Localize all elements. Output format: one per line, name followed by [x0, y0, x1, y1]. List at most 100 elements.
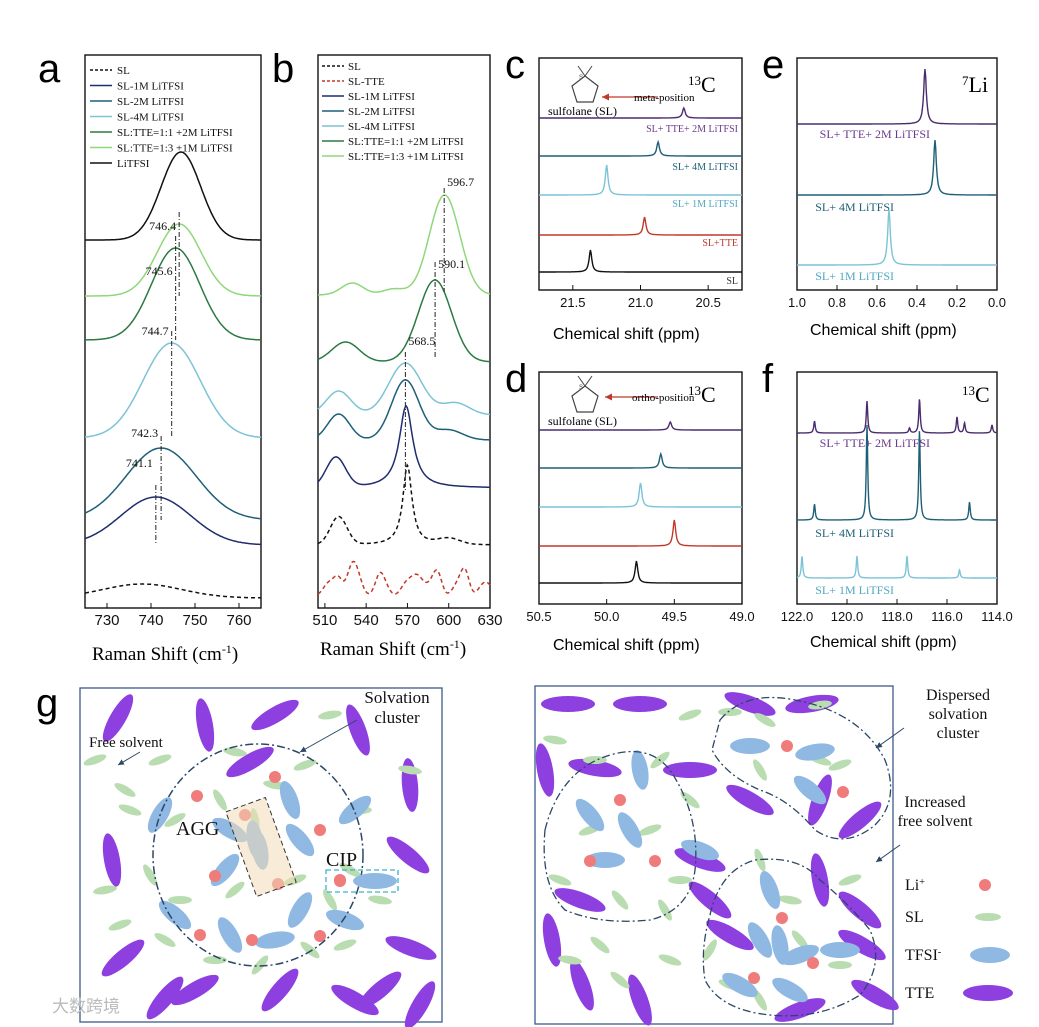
- panel-b-traces: [317, 194, 491, 595]
- panel-letter-a: a: [38, 47, 61, 91]
- sl-molecule: [680, 791, 700, 809]
- sl-molecule: [718, 708, 742, 716]
- sl-molecule: [93, 885, 117, 895]
- tfsi-molecule: [747, 922, 773, 958]
- panel-b-frame: [317, 54, 491, 609]
- tte-molecule: [674, 848, 726, 872]
- li-ion: [194, 929, 206, 941]
- panel-letter-f: f: [762, 357, 774, 401]
- tfsi-molecule: [279, 781, 301, 819]
- panel-b-x-ticks: 510 540 570 600 630: [312, 603, 503, 629]
- panel-c-trace-label: SL+ 1M LiTFSI: [672, 199, 738, 210]
- li-ion: [584, 855, 596, 867]
- panel-e-x-ticks: 1.0 0.8 0.6 0.4 0.2 0.0: [788, 285, 1006, 310]
- panel-letter-d: d: [505, 357, 527, 401]
- panel-a-tick-label: 750: [182, 612, 207, 629]
- dispersed-cluster-boundary-1: [543, 750, 697, 922]
- panel-b-legend: SL SL-TTE SL-1M LiTFSI SL-2M LiTFSI SL-4M Li…: [322, 61, 464, 163]
- sl-molecule: [611, 890, 629, 910]
- panel-f-traces: SL+ TTE+ 2M LiTFSI SL+ 4M LiTFSI SL+ 1M Li…: [796, 399, 997, 597]
- panel-a-series-3: [84, 342, 262, 439]
- dispersed-cluster-boundary-0: [711, 696, 892, 840]
- panel-a-series-6: [85, 151, 261, 241]
- svg-text:S: S: [579, 75, 583, 81]
- sulfolane-structure-icon: S: [571, 375, 599, 413]
- panel-f-tick-label: 116.0: [931, 609, 963, 624]
- panel-c-trace-label: SL+ TTE+ 2M LiTFSI: [646, 124, 738, 135]
- tfsi-molecule: [255, 931, 295, 949]
- panel-e-trace-2: [797, 209, 997, 266]
- schematic-left-frame: [79, 687, 443, 1023]
- increased-free-solvent-label: Increased: [904, 794, 965, 811]
- li-ion: [334, 875, 346, 887]
- panel-f-x-ticks: 122.0 120.0 118.0 116.0 114.0: [781, 599, 1013, 624]
- legend-tfsi-icon: [970, 947, 1010, 963]
- sl-molecule: [318, 710, 342, 720]
- tfsi-molecule: [353, 873, 397, 889]
- panel-a: SL SL-1M LiTFSI SL-2M LiTFSI SL-4M LiTFSI SL…: [84, 54, 262, 665]
- tte-molecule: [838, 891, 882, 929]
- panel-b-legend-label: SL:TTE=1:1 +2M LiTFSI: [348, 136, 464, 148]
- sl-molecule: [108, 919, 132, 931]
- panel-d-frame: [538, 371, 743, 605]
- panel-c-trace-label: SL+ 4M LiTFSI: [672, 162, 738, 173]
- panel-b-legend-label: SL-2M LiTFSI: [348, 106, 415, 118]
- panel-f: SL+ TTE+ 2M LiTFSI SL+ 4M LiTFSI SL+ 1M Li…: [781, 371, 1013, 651]
- li-ion: [269, 771, 281, 783]
- panel-b-tick-label: 600: [436, 612, 461, 629]
- panel-c-nucleus: 13C: [688, 72, 716, 97]
- panel-a-series-5: [85, 223, 261, 297]
- panel-c-xlabel: Chemical shift (ppm): [553, 326, 700, 343]
- agg-box: [225, 796, 297, 898]
- tfsi-molecule: [575, 798, 605, 832]
- li-ion: [781, 740, 793, 752]
- li-ion: [314, 824, 326, 836]
- panel-a-legend-label: LiTFSI: [117, 158, 150, 170]
- panel-b-series-1-1: [317, 279, 491, 363]
- sl-molecule: [838, 874, 862, 886]
- panel-b-tick-label: 510: [312, 612, 337, 629]
- li-ion: [807, 957, 819, 969]
- panel-a-legend-label: SL-2M LiTFSI: [117, 96, 184, 108]
- tfsi-molecule: [820, 942, 860, 958]
- sl-molecule: [678, 709, 702, 721]
- panel-f-trace-label: SL+ 1M LiTFSI: [815, 583, 894, 597]
- tte-molecule: [688, 881, 732, 919]
- panel-d: 50.5 50.0 49.5 49.0 13C S sulfolane (SL) or…: [526, 371, 755, 654]
- sl-molecule: [583, 756, 607, 764]
- tfsi-molecule: [326, 909, 364, 931]
- panel-a-peak-label: 746.4: [149, 219, 176, 233]
- sl-molecule: [610, 971, 630, 989]
- panel-a-legend-label: SL: [117, 65, 130, 77]
- tte-molecule: [358, 971, 402, 1009]
- tte-molecule: [724, 692, 776, 716]
- li-ion: [776, 912, 788, 924]
- sl-molecule: [778, 895, 802, 905]
- sl-molecule: [808, 700, 832, 710]
- panel-c-molecule-label: sulfolane (SL): [548, 104, 617, 118]
- panel-b-peak-label: 596.7: [447, 175, 474, 189]
- dispersed-cluster-label: cluster: [937, 725, 980, 742]
- panel-c-tick-label: 21.0: [628, 295, 653, 310]
- panel-f-trace-2: [796, 555, 997, 579]
- panel-a-legend: SL SL-1M LiTFSI SL-2M LiTFSI SL-4M LiTFSI SL…: [90, 65, 233, 170]
- sl-molecule: [828, 961, 852, 969]
- sl-molecule: [300, 941, 320, 959]
- sl-molecule: [148, 754, 172, 766]
- tfsi-molecule: [631, 750, 649, 790]
- sl-molecule: [658, 899, 672, 921]
- tfsi-molecule: [795, 743, 835, 761]
- panel-b-legend-label: SL-4M LiTFSI: [348, 121, 415, 133]
- tfsi-molecule: [338, 795, 372, 825]
- panel-e-xlabel: Chemical shift (ppm): [810, 322, 957, 339]
- panel-b-series-1-3: [318, 194, 491, 296]
- tte-molecule: [404, 981, 436, 1027]
- free-solvent-label: Free solvent: [89, 735, 164, 751]
- panel-c-trace-4: [539, 249, 742, 273]
- panel-e-tick-label: 0.6: [868, 295, 886, 310]
- tfsi-molecule: [759, 871, 781, 909]
- panel-d-tick-label: 49.0: [729, 609, 754, 624]
- tfsi-molecule: [771, 925, 789, 965]
- tfsi-molecule: [617, 812, 643, 848]
